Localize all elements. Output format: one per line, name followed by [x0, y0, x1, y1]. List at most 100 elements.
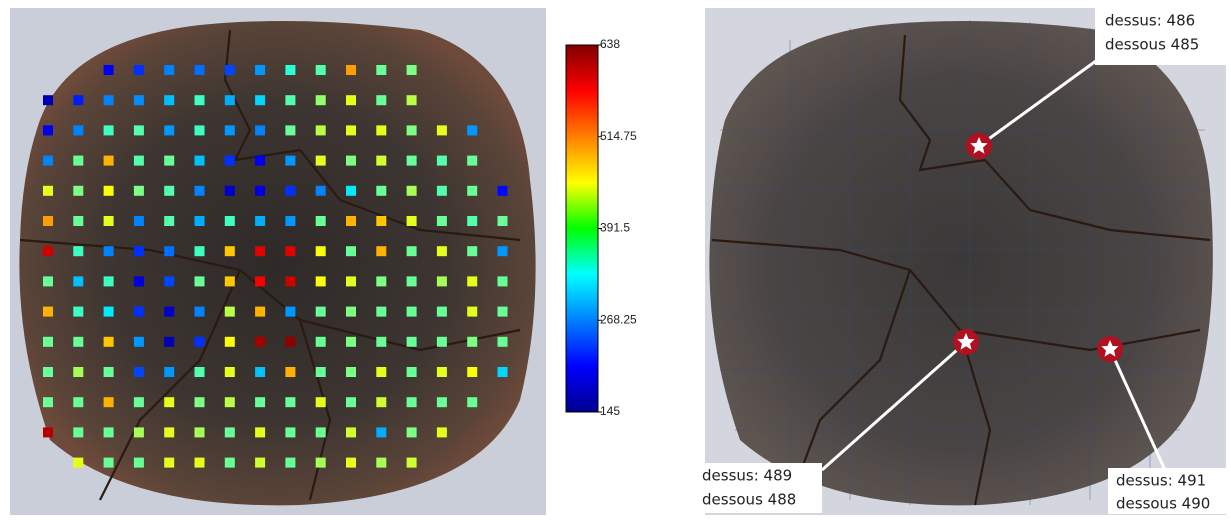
- heatmap-cell: [406, 65, 417, 75]
- cracks: [19, 29, 521, 501]
- heatmap-cell: [224, 216, 235, 226]
- heatmap-cell: [315, 457, 326, 468]
- heatmap-cell: [467, 306, 478, 317]
- heatmap-cell: [436, 336, 447, 347]
- heatmap-cell: [103, 95, 114, 106]
- heatmap-cell: [43, 336, 53, 347]
- heatmap-cell: [73, 125, 84, 136]
- heatmap-cell: [224, 125, 235, 136]
- heatmap-cell: [224, 427, 235, 438]
- colorbar-tick-label: 391.5: [600, 221, 630, 235]
- heatmap-cell: [194, 185, 205, 196]
- heatmap-cell: [346, 125, 356, 136]
- heatmap-cell: [406, 185, 417, 196]
- heatmap-cell: [467, 125, 478, 136]
- heatmap-cell: [285, 155, 296, 166]
- heatmap-cell: [164, 246, 175, 257]
- heatmap-cell: [133, 155, 144, 166]
- heatmap-cell: [315, 95, 326, 106]
- heatmap-cell: [376, 427, 387, 438]
- heatmap-cell: [103, 276, 114, 287]
- heatmap-cell: [285, 457, 296, 468]
- heatmap-cell: [224, 336, 235, 347]
- heatmap-cell: [43, 155, 53, 166]
- heatmap-cell: [497, 185, 508, 196]
- heatmap-cell: [285, 306, 296, 317]
- heatmap-cell: [224, 246, 235, 257]
- heatmap-cell: [346, 427, 356, 438]
- heatmap-cell: [315, 185, 326, 196]
- heatmap-cell: [315, 427, 326, 438]
- wood-disk: [19, 21, 536, 506]
- heatmap-cell: [406, 397, 417, 408]
- heatmap-cell: [436, 276, 447, 287]
- heatmap-cell: [315, 336, 326, 347]
- heatmap-cell: [133, 185, 144, 196]
- heatmap-cell: [467, 216, 478, 226]
- heatmap-cell: [406, 155, 417, 166]
- stars: [953, 133, 1123, 362]
- heatmap-cell: [43, 306, 53, 317]
- heatmap-cell: [406, 125, 417, 136]
- heatmap-cell: [346, 246, 356, 257]
- heatmap-cell: [406, 276, 417, 287]
- heatmap-cell: [436, 367, 447, 377]
- heatmap-cell: [285, 397, 296, 408]
- heatmap-cell: [194, 306, 205, 317]
- heatmap-cell: [467, 246, 478, 257]
- heatmap-cell: [43, 246, 53, 257]
- heatmap-cell: [497, 306, 508, 317]
- colorbar: [565, 44, 599, 413]
- heatmap-cell: [315, 397, 326, 408]
- heatmap-cell: [346, 276, 356, 287]
- heatmap-cell: [346, 457, 356, 468]
- heatmap-cell: [43, 397, 53, 408]
- heatmap-cell: [224, 95, 235, 106]
- heatmap-cell: [73, 367, 84, 377]
- heatmap-cell: [467, 336, 478, 347]
- heatmap-cell: [376, 306, 387, 317]
- heatmap-cell: [164, 65, 175, 75]
- heatmap-cell: [285, 246, 296, 257]
- heatmap-cell: [224, 276, 235, 287]
- heatmap-cell: [164, 427, 175, 438]
- annotation-box: [1095, 8, 1226, 65]
- heatmap-cell: [255, 397, 266, 408]
- heatmap-cell: [194, 125, 205, 136]
- heatmap-cell: [224, 457, 235, 468]
- heatmap-cell: [194, 216, 205, 226]
- colorbar-ticks: 145 268.25 391.5 514.75 638: [598, 37, 637, 418]
- heatmap-cell: [255, 65, 266, 75]
- heatmap-cell: [497, 367, 508, 377]
- heatmap-cell: [346, 216, 356, 226]
- heatmap-cell: [103, 397, 114, 408]
- heatmap-cell: [315, 367, 326, 377]
- heatmap-cell: [164, 276, 175, 287]
- heatmap-cell: [436, 427, 447, 438]
- heatmap-cell: [346, 185, 356, 196]
- heatmap-cell: [497, 336, 508, 347]
- heatmap-cell: [164, 185, 175, 196]
- heatmap-cell: [376, 155, 387, 166]
- heatmap-cell: [103, 367, 114, 377]
- heatmap-cell: [436, 246, 447, 257]
- heatmap-cell: [103, 306, 114, 317]
- heatmap-cell: [73, 276, 84, 287]
- heatmap-cell: [194, 95, 205, 106]
- heatmap-cell: [73, 397, 84, 408]
- heatmap-cell: [164, 397, 175, 408]
- heatmap-cell: [346, 155, 356, 166]
- heatmap-cell: [43, 95, 53, 106]
- pointer-lines: [821, 56, 1167, 472]
- heatmap-cell: [194, 276, 205, 287]
- pencil-grid: [712, 20, 1212, 505]
- heatmap-cell: [467, 397, 478, 408]
- heatmap-cell: [133, 95, 144, 106]
- cracks: [711, 34, 1211, 506]
- heatmap-cell: [43, 276, 53, 287]
- heatmap-cell: [436, 397, 447, 408]
- heatmap-cell: [285, 125, 296, 136]
- heatmap-cell: [103, 427, 114, 438]
- heatmap-cell: [103, 216, 114, 226]
- heatmap-cell: [103, 457, 114, 468]
